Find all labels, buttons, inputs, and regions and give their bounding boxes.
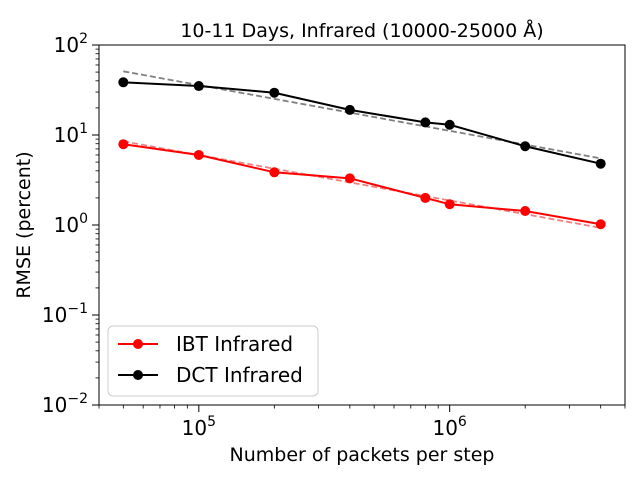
- data-point-ibt: [520, 206, 531, 217]
- data-point-dct: [520, 141, 531, 152]
- data-point-dct: [344, 104, 355, 115]
- data-point-dct: [193, 81, 204, 92]
- data-point-dct: [444, 119, 455, 130]
- plot-area: 105 106 10−2 10−1 100 101 102: [42, 31, 626, 440]
- data-point-ibt: [118, 139, 129, 150]
- legend-box: [107, 325, 319, 397]
- legend-label-dct: DCT Infrared: [176, 363, 303, 387]
- series-line-ibt: [123, 143, 601, 226]
- data-point-ibt: [444, 199, 455, 210]
- data-point-dct: [269, 87, 280, 98]
- chart-title: 10-11 Days, Infrared (10000-25000 Å): [180, 19, 543, 42]
- axes-frame: [98, 44, 626, 406]
- data-point-ibt: [595, 219, 606, 230]
- y-tick-label: 10−2: [42, 391, 88, 417]
- y-tick-label: 102: [54, 31, 88, 57]
- x-axis-label: Number of packets per step: [230, 444, 495, 466]
- data-point-ibt: [420, 192, 431, 203]
- y-tick-label: 100: [54, 211, 88, 237]
- data-point-ibt: [344, 173, 355, 184]
- x-tick-label: 106: [432, 414, 466, 440]
- legend-marker-dct: [133, 370, 143, 380]
- y-tick-label: 101: [54, 121, 88, 147]
- x-tick-label: 105: [182, 414, 216, 440]
- data-point-ibt: [269, 167, 280, 178]
- data-point-dct: [595, 158, 606, 169]
- y-axis-label: RMSE (percent): [13, 151, 35, 298]
- data-point-dct: [118, 77, 129, 88]
- data-point-ibt: [193, 149, 204, 160]
- legend-marker-ibt: [133, 339, 143, 349]
- y-tick-label: 10−1: [42, 301, 88, 327]
- series-line-dct: [123, 81, 601, 165]
- data-point-dct: [420, 117, 431, 128]
- legend: IBT Infrared DCT Infrared: [107, 325, 319, 397]
- legend-label-ibt: IBT Infrared: [176, 332, 293, 356]
